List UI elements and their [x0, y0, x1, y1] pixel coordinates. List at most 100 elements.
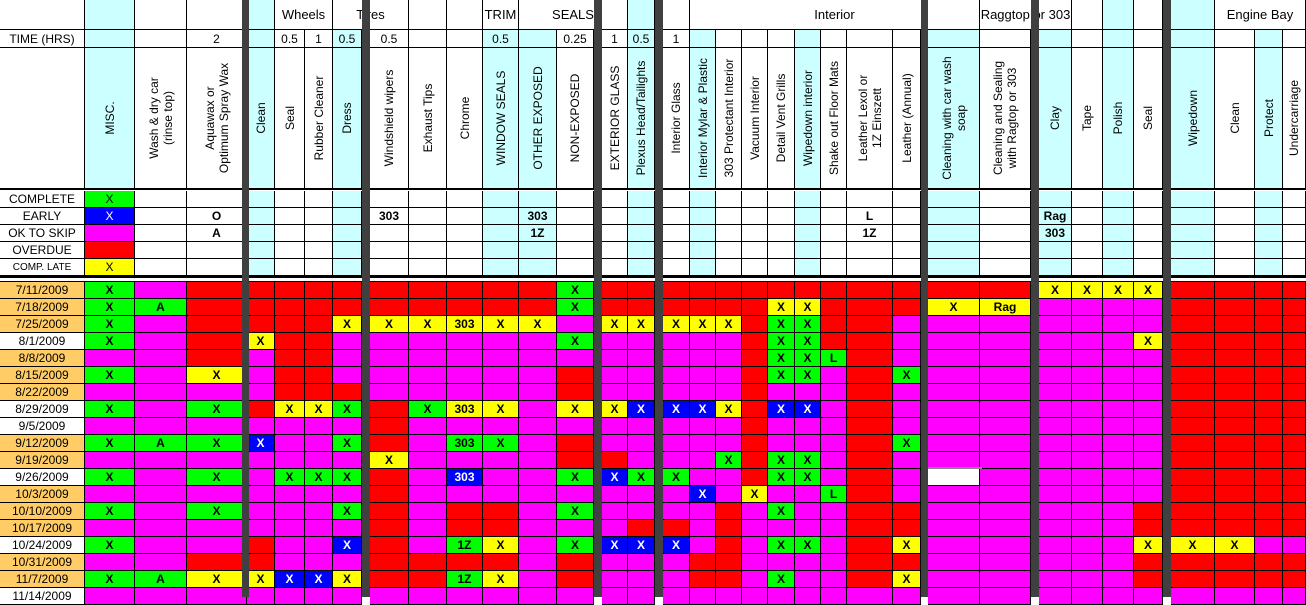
task-cell[interactable]: [275, 350, 305, 367]
task-cell[interactable]: [663, 503, 690, 520]
task-cell[interactable]: [847, 486, 893, 503]
task-cell[interactable]: [1134, 554, 1163, 571]
task-cell[interactable]: [1171, 401, 1215, 418]
task-cell[interactable]: [928, 367, 980, 384]
legend-cell[interactable]: [1283, 242, 1306, 259]
task-cell[interactable]: [1103, 469, 1134, 486]
task-cell[interactable]: [847, 554, 893, 571]
task-cell[interactable]: X: [409, 316, 447, 333]
task-cell[interactable]: [85, 350, 135, 367]
task-cell[interactable]: [690, 554, 716, 571]
task-cell[interactable]: [1255, 537, 1283, 554]
task-cell[interactable]: [1215, 503, 1255, 520]
task-cell[interactable]: [690, 520, 716, 537]
task-cell[interactable]: [980, 316, 1031, 333]
legend-cell[interactable]: [1072, 242, 1103, 259]
legend-cell[interactable]: 1Z: [519, 225, 557, 242]
legend-cell[interactable]: [1103, 191, 1134, 208]
legend-cell[interactable]: [821, 225, 847, 242]
task-cell[interactable]: [602, 350, 628, 367]
task-cell[interactable]: [1215, 418, 1255, 435]
task-cell[interactable]: [893, 316, 921, 333]
task-cell[interactable]: [716, 571, 742, 588]
task-cell[interactable]: [928, 333, 980, 350]
task-cell[interactable]: [821, 418, 847, 435]
column-header-19[interactable]: Vacuum Interior: [742, 48, 768, 190]
date-cell[interactable]: 9/12/2009: [0, 435, 85, 452]
legend-cell[interactable]: [768, 225, 795, 242]
task-cell[interactable]: X: [1134, 282, 1163, 299]
task-cell[interactable]: [1103, 537, 1134, 554]
task-cell[interactable]: [557, 316, 594, 333]
task-cell[interactable]: [519, 401, 557, 418]
task-cell[interactable]: [1134, 316, 1163, 333]
legend-cell[interactable]: [135, 259, 187, 276]
task-cell[interactable]: [187, 537, 247, 554]
task-cell[interactable]: A: [135, 571, 187, 588]
legend-cell[interactable]: [305, 259, 333, 276]
task-cell[interactable]: [768, 282, 795, 299]
task-cell[interactable]: X: [557, 469, 594, 486]
legend-cell[interactable]: [1171, 242, 1215, 259]
task-cell[interactable]: [135, 418, 187, 435]
task-cell[interactable]: [305, 316, 333, 333]
task-cell[interactable]: [1072, 571, 1103, 588]
legend-cell[interactable]: [305, 242, 333, 259]
task-cell[interactable]: [1171, 435, 1215, 452]
column-header-31[interactable]: Wipedown: [1171, 48, 1215, 190]
task-cell[interactable]: X: [483, 537, 519, 554]
legend-cell[interactable]: [1103, 208, 1134, 225]
legend-cell[interactable]: [275, 208, 305, 225]
column-header-33[interactable]: Protect: [1255, 48, 1283, 190]
task-cell[interactable]: [187, 520, 247, 537]
task-cell[interactable]: X: [628, 537, 655, 554]
task-cell[interactable]: [1103, 367, 1134, 384]
legend-cell[interactable]: [663, 191, 690, 208]
task-cell[interactable]: [821, 333, 847, 350]
task-cell[interactable]: [980, 571, 1031, 588]
column-header-5[interactable]: Seal: [275, 48, 305, 190]
legend-cell[interactable]: [1039, 191, 1072, 208]
date-cell[interactable]: 7/25/2009: [0, 316, 85, 333]
legend-cell[interactable]: [275, 259, 305, 276]
task-cell[interactable]: [742, 537, 768, 554]
legend-cell[interactable]: [247, 225, 275, 242]
task-cell[interactable]: X: [893, 537, 921, 554]
task-cell[interactable]: [893, 469, 921, 486]
task-cell[interactable]: X: [247, 435, 275, 452]
task-cell[interactable]: [275, 435, 305, 452]
task-cell[interactable]: [1072, 333, 1103, 350]
legend-cell[interactable]: [409, 208, 447, 225]
time-cell[interactable]: [821, 30, 847, 48]
task-cell[interactable]: [275, 503, 305, 520]
task-cell[interactable]: [1171, 452, 1215, 469]
task-cell[interactable]: X: [795, 452, 821, 469]
task-cell[interactable]: [1215, 333, 1255, 350]
task-cell[interactable]: [135, 537, 187, 554]
task-cell[interactable]: [305, 452, 333, 469]
task-cell[interactable]: X: [628, 401, 655, 418]
task-cell[interactable]: [1283, 418, 1306, 435]
task-cell[interactable]: [795, 384, 821, 401]
legend-cell[interactable]: [1255, 191, 1283, 208]
task-cell[interactable]: [519, 452, 557, 469]
task-cell[interactable]: [557, 554, 594, 571]
task-cell[interactable]: [716, 520, 742, 537]
task-cell[interactable]: 1Z: [447, 537, 483, 554]
task-cell[interactable]: [628, 452, 655, 469]
task-cell[interactable]: [821, 316, 847, 333]
task-cell[interactable]: 303: [447, 316, 483, 333]
task-cell[interactable]: [557, 571, 594, 588]
task-cell[interactable]: [716, 333, 742, 350]
legend-cell[interactable]: [716, 225, 742, 242]
task-cell[interactable]: [135, 316, 187, 333]
group-header-1[interactable]: Tires: [333, 0, 409, 30]
task-cell[interactable]: [1103, 299, 1134, 316]
task-cell[interactable]: [1103, 554, 1134, 571]
task-cell[interactable]: X: [85, 282, 135, 299]
task-cell[interactable]: [795, 486, 821, 503]
legend-cell[interactable]: [628, 191, 655, 208]
column-header-13[interactable]: NON-EXPOSED: [557, 48, 594, 190]
task-cell[interactable]: [663, 333, 690, 350]
task-cell[interactable]: [447, 418, 483, 435]
